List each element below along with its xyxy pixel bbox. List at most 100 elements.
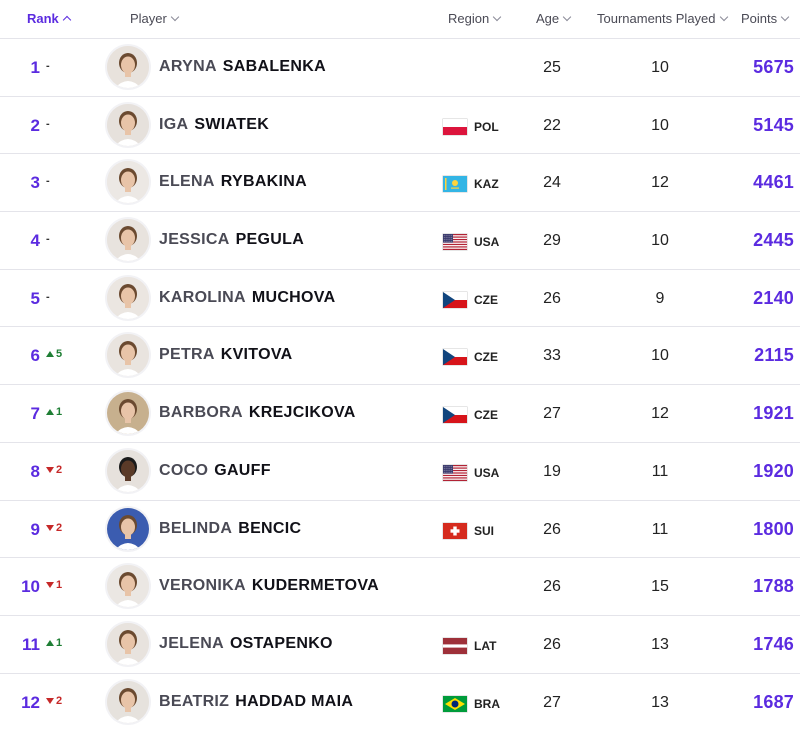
player-name[interactable]: VERONIKA KUDERMETOVA: [159, 577, 379, 595]
tournaments-played: 12: [651, 405, 669, 423]
player-last-name: HADDAD MAIA: [235, 692, 354, 710]
player-points: 1746: [753, 633, 794, 654]
player-rank: 4: [30, 231, 40, 251]
avatar[interactable]: [107, 334, 149, 377]
chevron-down-icon: [780, 12, 790, 21]
player-rank: 1: [30, 58, 40, 77]
table-row[interactable]: 1- ARYNA SABALENKA 25 10 5675: [0, 39, 800, 97]
table-row[interactable]: 6 5 PETRA KVITOVA CZE 33 10 2115: [0, 327, 800, 386]
player-last-name: KREJCIKOVA: [248, 404, 356, 422]
flag-icon: [443, 349, 467, 366]
avatar[interactable]: [107, 449, 149, 492]
chevron-down-icon: [562, 12, 572, 21]
avatar[interactable]: [107, 392, 149, 435]
arrow-down-icon: [46, 524, 54, 531]
player-region: USA: [443, 464, 499, 481]
player-first-name: IGA: [159, 115, 189, 133]
table-row[interactable]: 5- KAROLINA MUCHOVA CZE 26 9 2140: [0, 270, 800, 328]
arrow-up-icon: [46, 639, 54, 646]
player-last-name: PEGULA: [235, 231, 305, 249]
player-points: 2445: [753, 230, 794, 251]
player-age: 33: [543, 347, 561, 365]
player-points: 5145: [753, 114, 794, 135]
player-name[interactable]: COCO GAUFF: [159, 462, 271, 480]
player-name[interactable]: IGA SWIATEK: [159, 116, 269, 134]
arrow-up-icon: [46, 351, 54, 358]
player-column-header[interactable]: Player: [130, 11, 180, 26]
player-region: KAZ: [443, 176, 499, 193]
player-points: 1800: [753, 518, 794, 539]
tournaments-column-header[interactable]: Tournaments Played: [597, 11, 728, 26]
table-row[interactable]: 4- JESSICA PEGULA USA 29 10 2445: [0, 212, 800, 270]
player-points: 2115: [754, 345, 794, 366]
table-row[interactable]: 7 1 BARBORA KREJCIKOVA CZE 27 12 1921: [0, 385, 800, 443]
player-points: 2140: [753, 287, 794, 308]
player-region: LAT: [443, 637, 496, 654]
flag-icon: [443, 234, 467, 251]
player-rank: 5: [30, 288, 40, 308]
table-row[interactable]: 11 1 JELENA OSTAPENKO LAT 26 13 1746: [0, 616, 800, 674]
player-name[interactable]: ELENA RYBAKINA: [159, 173, 307, 191]
avatar[interactable]: [107, 276, 149, 319]
player-name[interactable]: BELINDA BENCIC: [159, 520, 301, 538]
player-first-name: COCO: [159, 461, 209, 479]
arrow-down-icon: [46, 466, 54, 473]
player-region: CZE: [443, 407, 498, 424]
player-age: 25: [543, 59, 561, 76]
player-last-name: KVITOVA: [220, 346, 293, 364]
tournaments-played: 11: [651, 520, 669, 538]
avatar[interactable]: [107, 507, 149, 550]
avatar[interactable]: [107, 565, 149, 608]
table-row[interactable]: 8 2 COCO GAUFF USA 19 11 1920: [0, 443, 800, 501]
avatar[interactable]: [107, 161, 149, 204]
avatar[interactable]: [107, 103, 149, 146]
table-row[interactable]: 10 1 VERONIKA KUDERMETOVA 26 15 1788: [0, 558, 800, 616]
player-region: SUI: [443, 522, 494, 539]
region-column-header[interactable]: Region: [448, 11, 502, 26]
player-points: 1687: [753, 691, 794, 712]
player-first-name: JESSICA: [159, 231, 230, 249]
table-row[interactable]: 2- IGA SWIATEK POL 22 10 5145: [0, 97, 800, 155]
player-name[interactable]: ARYNA SABALENKA: [159, 58, 326, 76]
player-points: 1788: [753, 576, 794, 597]
player-name[interactable]: JELENA OSTAPENKO: [159, 635, 333, 653]
player-age: 29: [543, 232, 561, 250]
arrow-down-icon: [46, 582, 54, 589]
player-rank: 2: [30, 115, 40, 135]
player-first-name: ELENA: [159, 173, 215, 191]
avatar[interactable]: [107, 680, 149, 723]
player-last-name: BENCIC: [238, 519, 302, 537]
flag-icon: [443, 637, 467, 654]
table-row[interactable]: 12 2 BEATRIZ HADDAD MAIA BRA 27 13 1687: [0, 674, 800, 730]
chevron-down-icon: [170, 12, 180, 21]
rank-column-header[interactable]: Rank: [27, 11, 72, 26]
avatar[interactable]: [107, 46, 149, 88]
table-row[interactable]: 3- ELENA RYBAKINA KAZ 24 12 4461: [0, 154, 800, 213]
age-column-header[interactable]: Age: [536, 11, 572, 26]
player-rank: 6: [30, 346, 40, 366]
player-points: 1920: [753, 460, 794, 481]
player-name[interactable]: BARBORA KREJCIKOVA: [159, 404, 356, 422]
avatar[interactable]: [107, 622, 149, 665]
avatar[interactable]: [107, 219, 149, 262]
rank-change: -: [46, 233, 50, 246]
player-age: 26: [543, 578, 561, 596]
tournaments-played: 10: [651, 116, 669, 134]
tournaments-played: 12: [651, 174, 669, 192]
arrow-down-icon: [46, 697, 54, 704]
player-name[interactable]: PETRA KVITOVA: [159, 346, 292, 364]
chevron-down-icon: [492, 12, 502, 21]
rank-change: 1: [46, 579, 62, 591]
player-name[interactable]: KAROLINA MUCHOVA: [159, 289, 335, 307]
player-name[interactable]: BEATRIZ HADDAD MAIA: [159, 693, 353, 711]
table-row[interactable]: 9 2 BELINDA BENCIC SUI 26 11 1800: [0, 501, 800, 559]
player-name[interactable]: JESSICA PEGULA: [159, 231, 304, 249]
player-last-name: MUCHOVA: [251, 288, 336, 306]
chevron-down-icon: [719, 12, 728, 21]
points-column-header[interactable]: Points: [741, 11, 790, 26]
player-rank: 7: [30, 404, 40, 424]
rank-change: 2: [46, 695, 62, 707]
player-age: 26: [543, 289, 561, 307]
arrow-up-icon: [46, 409, 54, 416]
